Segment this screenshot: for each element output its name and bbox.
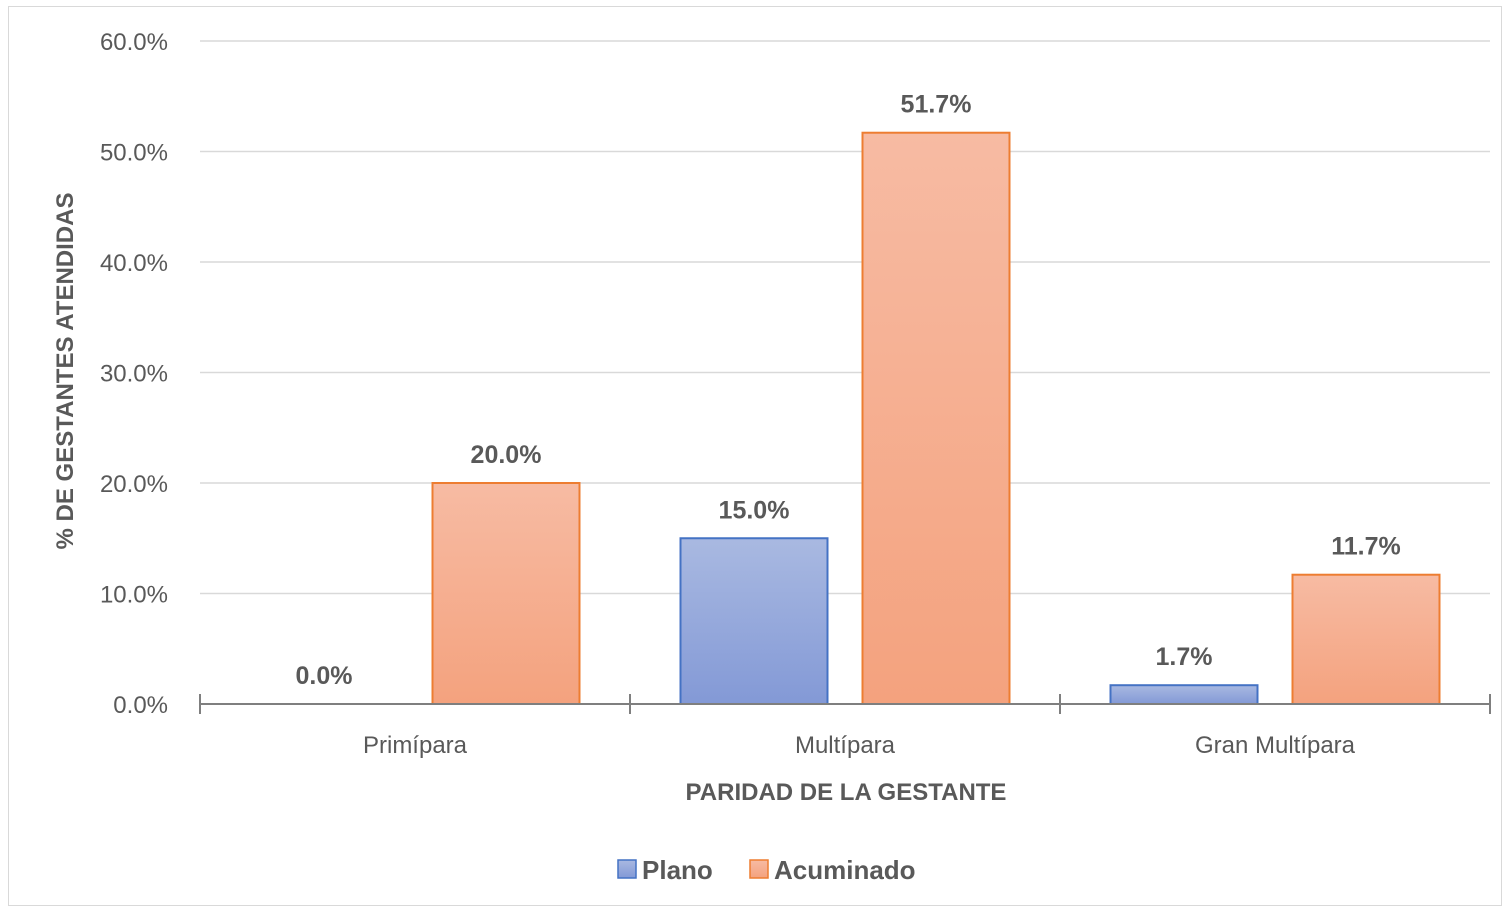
- bar-acuminado-2: [1291, 573, 1441, 706]
- bars: [431, 131, 1441, 706]
- x-axis-categories: Primípara Multípara Gran Multípara: [363, 732, 1356, 759]
- data-label: 0.0%: [296, 662, 353, 690]
- y-tick-label: 10.0%: [100, 582, 168, 609]
- y-axis-ticks: 0.0% 10.0% 20.0% 30.0% 40.0% 50.0% 60.0%: [100, 29, 168, 719]
- bar-plano-2: [1109, 684, 1259, 706]
- data-labels: 0.0% 15.0% 1.7% 20.0% 51.7% 11.7%: [296, 91, 1401, 690]
- y-tick-label: 30.0%: [100, 361, 168, 388]
- x-category-label: Gran Multípara: [1195, 732, 1356, 759]
- x-category-label: Primípara: [363, 732, 468, 759]
- legend-label-plano: Plano: [642, 855, 713, 885]
- data-label: 15.0%: [719, 496, 790, 524]
- bar-plano-1: [679, 537, 829, 705]
- data-label: 20.0%: [471, 441, 542, 469]
- y-tick-label: 40.0%: [100, 250, 168, 277]
- x-axis-title: PARIDAD DE LA GESTANTE: [686, 779, 1007, 806]
- y-tick-label: 0.0%: [113, 692, 168, 719]
- legend-swatch-acuminado: [749, 859, 769, 879]
- y-tick-label: 20.0%: [100, 471, 168, 498]
- data-label: 51.7%: [901, 91, 972, 119]
- x-category-label: Multípara: [795, 732, 896, 759]
- chart-frame: [8, 6, 1502, 906]
- legend-swatch-plano: [617, 859, 637, 879]
- data-label: 11.7%: [1331, 533, 1401, 561]
- y-axis-title: % DE GESTANTES ATENDIDAS: [52, 193, 79, 550]
- y-tick-label: 60.0%: [100, 29, 168, 56]
- x-axis: [199, 694, 1491, 714]
- bar-acuminado-0: [431, 482, 581, 705]
- data-label: 1.7%: [1156, 643, 1213, 671]
- legend-label-acuminado: Acuminado: [774, 855, 916, 885]
- bar-acuminado-1: [861, 131, 1011, 705]
- gridlines: [200, 40, 1490, 595]
- legend: Plano Acuminado: [617, 855, 916, 885]
- y-tick-label: 50.0%: [100, 140, 168, 167]
